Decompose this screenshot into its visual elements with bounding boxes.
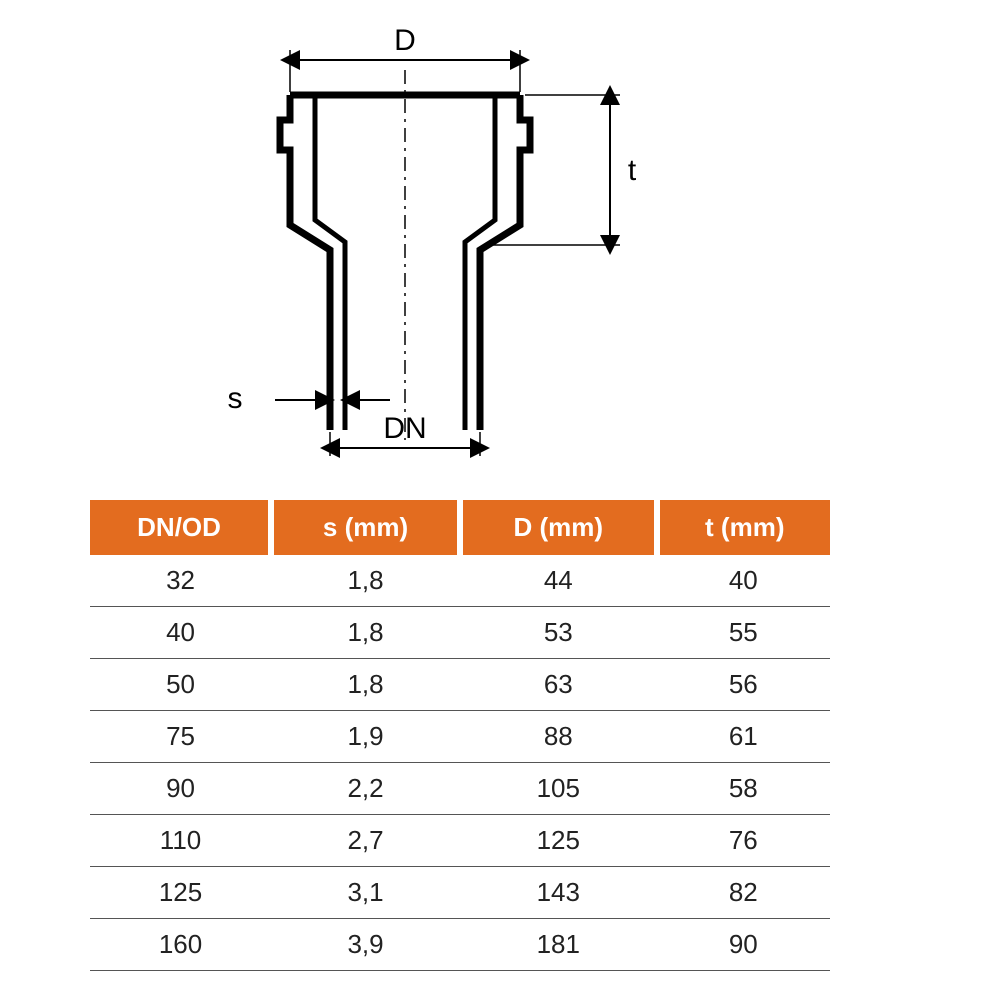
label-s: s: [228, 382, 243, 415]
col-header: DN/OD: [90, 500, 271, 555]
table-row: 501,86356: [90, 659, 830, 711]
col-header: s (mm): [271, 500, 460, 555]
table-cell: 58: [657, 763, 830, 815]
table-cell: 125: [90, 867, 271, 919]
table-cell: 160: [90, 919, 271, 971]
table-cell: 76: [657, 815, 830, 867]
col-header: D (mm): [460, 500, 657, 555]
table-cell: 2,7: [271, 815, 460, 867]
table-cell: 53: [460, 607, 657, 659]
table-cell: 40: [657, 555, 830, 607]
table-row: 1253,114382: [90, 867, 830, 919]
table-cell: 32: [90, 555, 271, 607]
spec-table: DN/ODs (mm)D (mm)t (mm) 321,84440401,853…: [90, 500, 830, 971]
table-cell: 125: [460, 815, 657, 867]
pipe-diagram-svg: D t DN s: [180, 20, 740, 460]
table-row: 1603,918190: [90, 919, 830, 971]
dimensions-table: DN/ODs (mm)D (mm)t (mm) 321,84440401,853…: [90, 500, 830, 971]
table-cell: 82: [657, 867, 830, 919]
table-cell: 1,8: [271, 659, 460, 711]
table-row: 902,210558: [90, 763, 830, 815]
table-cell: 88: [460, 711, 657, 763]
table-cell: 110: [90, 815, 271, 867]
table-cell: 44: [460, 555, 657, 607]
table-cell: 3,1: [271, 867, 460, 919]
table-cell: 56: [657, 659, 830, 711]
label-t: t: [628, 154, 637, 187]
label-DN: DN: [383, 412, 426, 445]
table-cell: 90: [90, 763, 271, 815]
table-cell: 75: [90, 711, 271, 763]
technical-drawing: D t DN s: [180, 20, 740, 460]
table-row: 1102,712576: [90, 815, 830, 867]
table-cell: 1,8: [271, 555, 460, 607]
table-cell: 55: [657, 607, 830, 659]
table-cell: 90: [657, 919, 830, 971]
table-row: 401,85355: [90, 607, 830, 659]
col-header: t (mm): [657, 500, 830, 555]
table-cell: 63: [460, 659, 657, 711]
table-header: DN/ODs (mm)D (mm)t (mm): [90, 500, 830, 555]
table-cell: 2,2: [271, 763, 460, 815]
table-cell: 181: [460, 919, 657, 971]
table-body: 321,84440401,85355501,86356751,98861902,…: [90, 555, 830, 971]
label-D: D: [394, 24, 416, 57]
table-row: 321,84440: [90, 555, 830, 607]
table-cell: 40: [90, 607, 271, 659]
table-cell: 3,9: [271, 919, 460, 971]
table-cell: 105: [460, 763, 657, 815]
table-cell: 1,9: [271, 711, 460, 763]
table-cell: 143: [460, 867, 657, 919]
table-cell: 50: [90, 659, 271, 711]
table-cell: 1,8: [271, 607, 460, 659]
table-cell: 61: [657, 711, 830, 763]
table-row: 751,98861: [90, 711, 830, 763]
